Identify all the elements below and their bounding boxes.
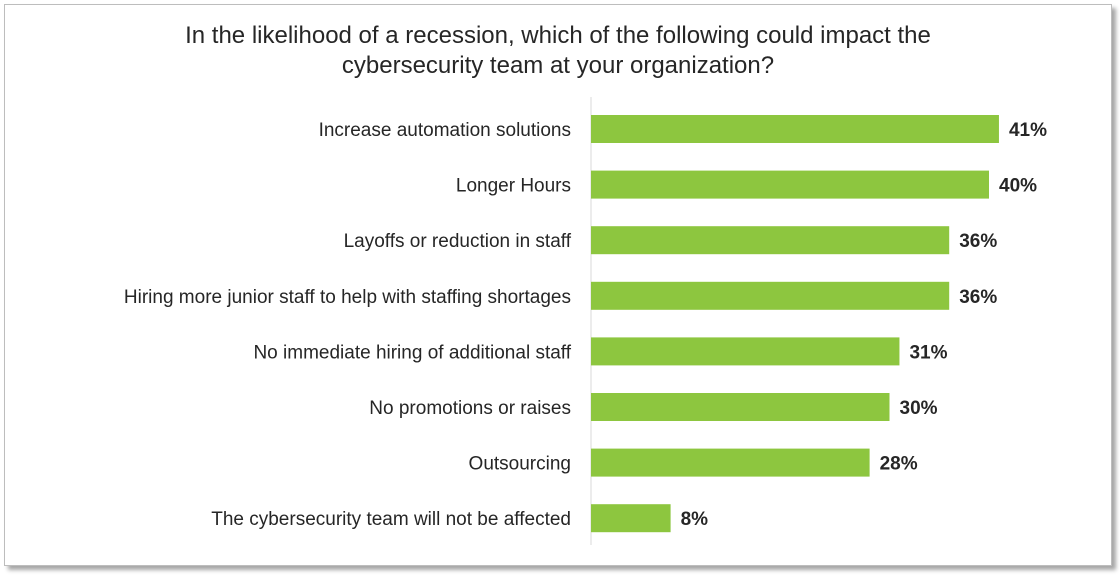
chart-title-line-1: In the likelihood of a recession, which …	[185, 22, 931, 49]
bar-chart: Increase automation solutions 41% Longer H…	[124, 97, 1047, 545]
value-label-3: 36%	[959, 287, 997, 308]
bar-0	[591, 115, 999, 143]
value-label-5: 30%	[900, 398, 938, 419]
chart-card: In the likelihood of a recession, which …	[4, 4, 1112, 566]
bar-5	[591, 393, 890, 421]
category-label-3: Hiring more junior staff to help with st…	[124, 287, 571, 308]
category-label-1: Longer Hours	[456, 176, 571, 197]
value-label-7: 8%	[681, 509, 709, 530]
category-label-5: No promotions or raises	[369, 398, 571, 419]
category-label-7: The cybersecurity team will not be affec…	[211, 509, 571, 530]
value-label-2: 36%	[959, 231, 997, 252]
chart-title: In the likelihood of a recession, which …	[5, 21, 1111, 81]
bar-1	[591, 170, 989, 199]
category-label-6: Outsourcing	[469, 454, 571, 475]
bar-4	[591, 337, 900, 366]
bar-2	[591, 226, 950, 255]
bar-7	[591, 504, 671, 533]
chart-title-line-2: cybersecurity team at your organization?	[341, 52, 775, 79]
value-label-0: 41%	[1009, 120, 1047, 141]
category-label-2: Layoffs or reduction in staff	[344, 231, 572, 252]
value-label-6: 28%	[880, 454, 918, 475]
category-label-0: Increase automation solutions	[319, 120, 571, 141]
value-label-4: 31%	[909, 342, 947, 363]
bar-6	[591, 448, 870, 477]
bar-3	[591, 281, 950, 310]
value-label-1: 40%	[999, 176, 1037, 197]
category-label-4: No immediate hiring of additional staff	[253, 342, 571, 363]
